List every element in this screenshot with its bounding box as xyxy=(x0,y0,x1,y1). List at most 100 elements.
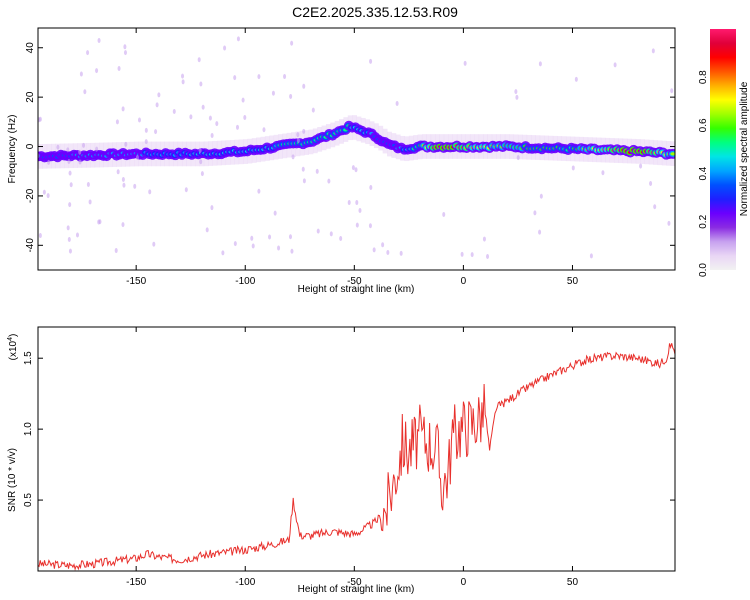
spectrogram-speckle xyxy=(233,241,237,247)
spectrogram-speckle xyxy=(121,176,125,182)
spectrogram-speckle xyxy=(354,167,358,173)
snr-x-axis-title: Height of straight line (km) xyxy=(298,584,415,595)
spectrogram-speckle xyxy=(42,189,46,195)
spectrogram-speckle xyxy=(262,127,266,133)
spectrogram-speckle xyxy=(257,188,261,194)
spectrogram-speckle xyxy=(571,165,575,171)
spectrogram-speckle xyxy=(199,159,203,165)
spectrogram-speckle xyxy=(289,93,293,99)
snr-x-tick-label: 50 xyxy=(567,577,579,588)
spectrogram-speckle xyxy=(486,254,490,260)
spectrogram-speckle xyxy=(124,141,128,147)
spectrogram-speckle xyxy=(46,193,50,199)
spectrogram-speckle xyxy=(291,154,295,160)
snr-y-tick-label: 1.0 xyxy=(23,422,34,436)
spectrogram-x-axis-title: Height of straight line (km) xyxy=(298,284,415,295)
spectrogram-speckle xyxy=(296,137,300,143)
spectrogram-speckle xyxy=(144,139,148,145)
spectrogram-speckle xyxy=(67,159,71,165)
colorbar-tick-label: 0.0 xyxy=(698,263,709,277)
spectrogram-speckle xyxy=(250,235,254,241)
spectrogram-speckle xyxy=(283,74,287,80)
spectrogram-speckle xyxy=(442,212,446,218)
snr-plot-area xyxy=(38,327,675,571)
spectrogram-speckle xyxy=(82,142,86,148)
spectrogram-speckle xyxy=(243,115,247,121)
spectrogram-speckle xyxy=(482,236,486,242)
spectrogram-speckle xyxy=(651,48,655,54)
spectrogram-speckle xyxy=(68,248,72,254)
spectrogram-speckle xyxy=(88,199,92,205)
colorbar-tick-label: 0.2 xyxy=(698,214,709,228)
spectrogram-speckle xyxy=(117,66,121,72)
spectrogram-speckle xyxy=(172,109,176,115)
spectrogram-speckle xyxy=(311,107,315,113)
snr-y-tick-label: 0.5 xyxy=(23,493,34,507)
colorbar-tick-label: 0.6 xyxy=(698,118,709,132)
spectrogram-speckle xyxy=(329,231,333,237)
spectrogram-speckle xyxy=(221,250,225,256)
spectrogram-speckle xyxy=(75,232,79,238)
spectrogram-speckle xyxy=(152,241,156,247)
spectrogram-speckle xyxy=(56,144,60,150)
snr-x-tick-label: -100 xyxy=(235,577,255,588)
spectrogram-y-tick-label: 0 xyxy=(25,143,36,149)
spectrogram-speckle xyxy=(116,169,120,175)
spectrogram-speckle xyxy=(198,147,202,153)
spectrogram-speckle xyxy=(181,73,185,79)
spectrogram-speckle xyxy=(133,183,137,189)
spectrogram-speckle xyxy=(355,200,359,206)
spectrogram-x-tick-label: -50 xyxy=(347,276,362,287)
spectrogram-speckle xyxy=(316,228,320,234)
spectrogram-speckle xyxy=(137,117,141,123)
spectrogram-speckle xyxy=(386,249,390,255)
snr-frame xyxy=(37,326,676,572)
spectrogram-speckle xyxy=(539,193,543,199)
spectrogram-speckle xyxy=(47,159,51,165)
spectrogram-speckle xyxy=(86,182,90,188)
colorbar-tick-label: 0.4 xyxy=(698,166,709,180)
spectrogram-speckle xyxy=(121,222,125,228)
spectrogram-speckle xyxy=(69,182,73,188)
spectrogram-speckle xyxy=(200,171,204,177)
spectrogram-y-tick-label: -40 xyxy=(25,238,36,253)
spectrogram-speckle xyxy=(613,62,617,68)
spectrogram-frame xyxy=(37,27,676,271)
colorbar-title: Normalized spectral amplitude xyxy=(739,81,750,216)
chart-title: C2E2.2025.335.12.53.R09 xyxy=(292,4,458,20)
spectrogram-x-tick-label: -100 xyxy=(235,276,255,287)
spectrogram-speckle xyxy=(78,159,82,165)
spectrogram-speckle xyxy=(601,170,605,176)
spectrogram-x-tick-label: 50 xyxy=(567,276,579,287)
spectrogram-speckle xyxy=(144,127,148,133)
snr-x-ticks: -150 -100 -50 0 50 xyxy=(126,327,578,588)
snr-y-multiplier: (x104) xyxy=(7,334,19,361)
snr-y-tick-label: 1.5 xyxy=(23,351,34,365)
spectrogram-speckle xyxy=(369,58,373,64)
spectrogram-speckle xyxy=(470,252,474,258)
spectrogram-speckle xyxy=(123,50,127,56)
spectrogram-speckle xyxy=(215,121,219,127)
spectrogram-speckle xyxy=(515,94,519,100)
spectrogram-speckle xyxy=(273,210,277,216)
spectrogram-speckle xyxy=(122,182,126,188)
snr-x-tick-label: -50 xyxy=(347,577,362,588)
spectrogram-speckle xyxy=(154,129,158,135)
spectrogram-speckle xyxy=(201,104,205,110)
spectrogram-speckle xyxy=(251,243,255,249)
spectrogram-speckle xyxy=(78,149,82,155)
spectrogram-speckle xyxy=(351,165,355,171)
spectrogram-speckle xyxy=(114,248,118,254)
spectrogram-speckle xyxy=(157,92,161,98)
spectrogram-speckle xyxy=(66,147,70,153)
spectrogram-speckle xyxy=(68,170,72,176)
snr-x-tick-label: 0 xyxy=(461,577,467,588)
spectrogram-speckle xyxy=(302,128,306,134)
spectrogram-speckle xyxy=(197,57,201,63)
spectrogram-speckle xyxy=(241,97,245,103)
colorbar-tick-label: 0.8 xyxy=(698,70,709,84)
spectrogram-speckle xyxy=(358,207,362,213)
spectrogram-speckle xyxy=(95,146,99,152)
spectrogram-speckle xyxy=(271,90,275,96)
